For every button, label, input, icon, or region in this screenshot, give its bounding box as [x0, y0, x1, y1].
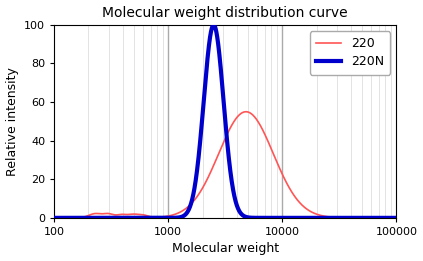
220: [52, 216, 57, 220]
220N: [183, 213, 188, 216]
220: [387, 216, 393, 220]
Line: 220: 220: [54, 112, 396, 218]
220N: [91, 216, 96, 220]
220N: [198, 139, 203, 142]
220: [350, 216, 355, 220]
220N: [111, 216, 116, 220]
220N: [394, 216, 399, 220]
Legend: 220, 220N: 220, 220N: [310, 31, 390, 75]
Title: Molecular weight distribution curve: Molecular weight distribution curve: [102, 5, 348, 20]
220: [183, 207, 188, 210]
Line: 220N: 220N: [54, 25, 396, 218]
220N: [211, 23, 216, 26]
X-axis label: Molecular weight: Molecular weight: [172, 242, 279, 256]
220: [91, 212, 96, 215]
220: [111, 213, 116, 216]
Y-axis label: Relative intensity: Relative intensity: [5, 67, 19, 176]
220N: [387, 216, 393, 220]
220N: [350, 216, 355, 220]
220: [244, 110, 249, 113]
220N: [52, 216, 57, 220]
220: [394, 216, 399, 220]
220: [198, 190, 203, 193]
